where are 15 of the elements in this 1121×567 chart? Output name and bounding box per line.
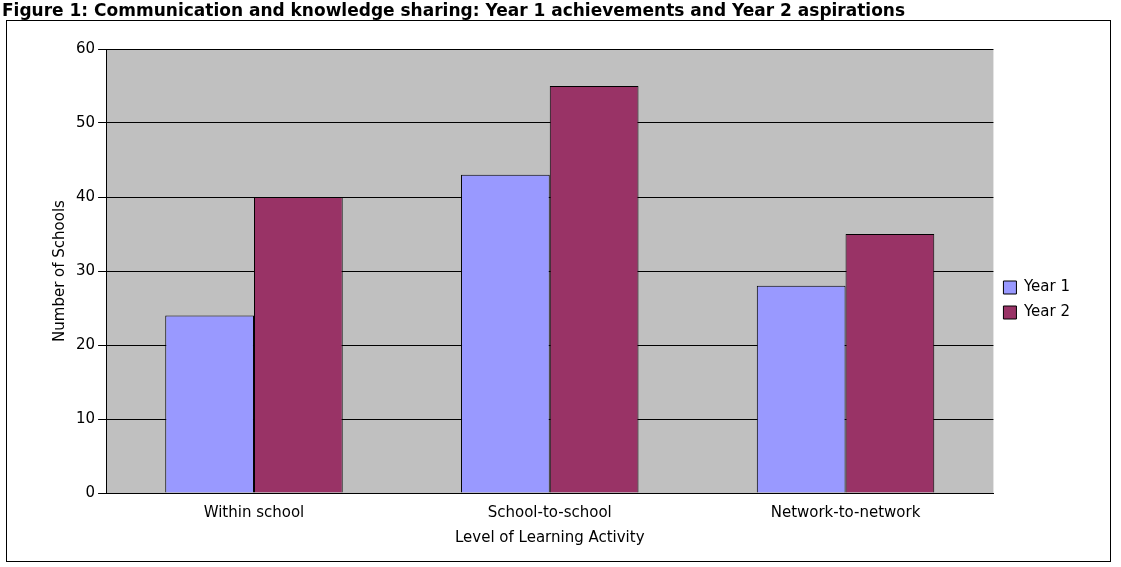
y-tick-label: 10 — [75, 408, 96, 427]
legend-label: Year 1 — [1022, 277, 1071, 296]
y-tick-label: 20 — [75, 334, 96, 353]
x-tick-label: School-to-school — [487, 502, 612, 521]
y-tick-label: 60 — [75, 38, 96, 57]
y-axis-title: Number of Schools — [49, 199, 68, 342]
chart-title: Figure 1: Communication and knowledge sharing: Year 1 achievements and Year 2 aspirations — [1, 0, 907, 20]
y-tick-label: 0 — [85, 482, 96, 501]
y-tick-label: 50 — [75, 112, 96, 131]
x-tick-label: Within school — [203, 502, 305, 521]
x-axis-title: Level of Learning Activity — [454, 527, 645, 546]
legend-label: Year 2 — [1022, 302, 1071, 321]
y-tick-label: 30 — [75, 260, 96, 279]
x-tick-label: Network-to-network — [770, 502, 921, 521]
y-tick-label: 40 — [75, 186, 96, 205]
